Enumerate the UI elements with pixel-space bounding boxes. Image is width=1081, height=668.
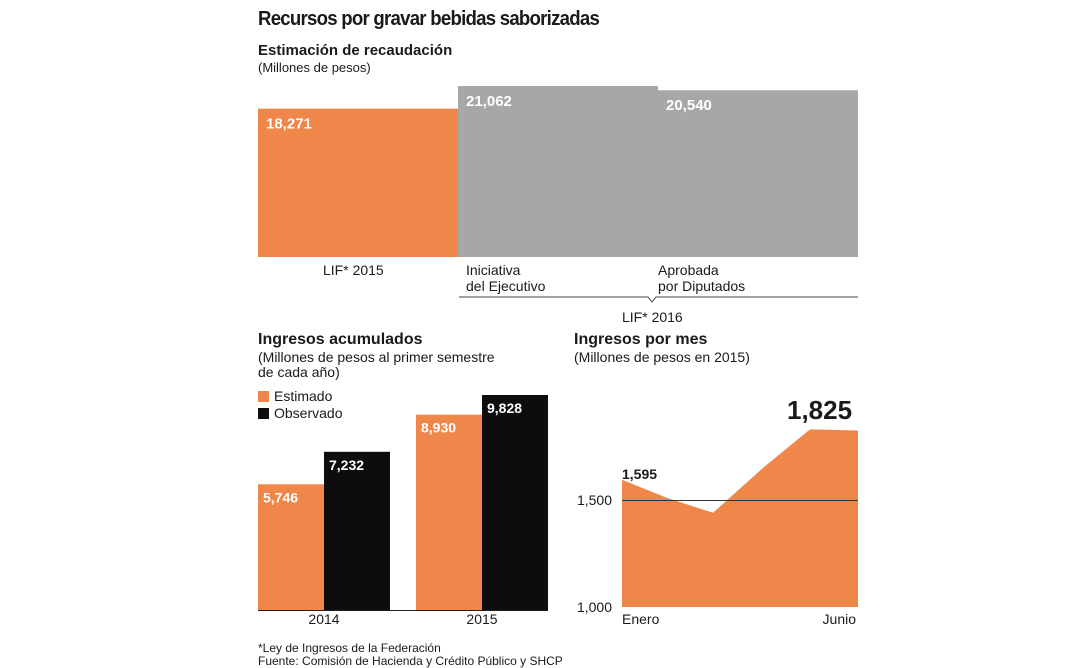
- category-label-3-line-1: Aprobada: [658, 262, 719, 278]
- bar-estimado-2015: [416, 414, 482, 610]
- bar-estimacion-2: [458, 86, 658, 257]
- legend-label-observado: Observado: [274, 405, 343, 421]
- panel3-title: Ingresos por mes: [574, 331, 708, 348]
- bar-estimacion-3: [658, 90, 858, 257]
- value-label-observado-2014: 7,232: [329, 457, 364, 473]
- value-label-observado-2015: 9,828: [487, 400, 522, 416]
- bar-observado-2015: [482, 395, 548, 610]
- category-label-2015: 2015: [466, 611, 497, 627]
- area-ingresos-mes: [622, 429, 858, 607]
- value-label-estimacion-2: 21,062: [466, 93, 512, 110]
- panel1-title: Estimación de recaudación: [258, 42, 453, 59]
- group-label-lif-2016: LIF* 2016: [622, 309, 683, 325]
- source: Fuente: Comisión de Hacienda y Crédito P…: [258, 654, 563, 668]
- ytick-label-1000: 1,000: [577, 599, 612, 615]
- category-label-2014: 2014: [308, 611, 339, 627]
- xtick-label-enero: Enero: [622, 611, 660, 627]
- panel3-subtitle: (Millones de pesos en 2015): [574, 349, 750, 365]
- footnote: *Ley de Ingresos de la Federación: [258, 641, 441, 655]
- ytick-label-1500: 1,500: [577, 492, 612, 508]
- annotation-junio: 1,825: [787, 395, 852, 425]
- panel1-subtitle: (Millones de pesos): [258, 60, 371, 75]
- legend-label-estimado: Estimado: [274, 388, 333, 404]
- chart-title: Recursos por gravar bebidas saborizadas: [258, 8, 600, 30]
- category-label-2-line-2: del Ejecutivo: [466, 278, 546, 294]
- category-label-1-line-1: LIF* 2015: [323, 262, 384, 278]
- value-label-estimacion-3: 20,540: [666, 97, 712, 114]
- bar-observado-2014: [324, 451, 390, 610]
- category-label-2-line-1: Iniciativa: [466, 262, 521, 278]
- legend-swatch-observado: [258, 408, 269, 419]
- value-label-estimado-2014: 5,746: [263, 489, 298, 505]
- value-label-estimado-2015: 8,930: [421, 420, 456, 436]
- panel2-subtitle-line2: de cada año): [258, 364, 340, 380]
- xtick-label-junio: Junio: [823, 611, 857, 627]
- bar-estimado-2014: [258, 484, 324, 610]
- value-label-estimacion-1: 18,271: [266, 116, 312, 133]
- panel2-subtitle-line1: (Millones de pesos al primer semestre: [258, 349, 495, 365]
- annotation-enero: 1,595: [622, 466, 657, 482]
- bar-estimacion-1: [258, 108, 458, 257]
- group-bracket: [459, 296, 858, 303]
- category-label-3-line-2: por Diputados: [658, 278, 745, 294]
- panel2-title: Ingresos acumulados: [258, 331, 423, 348]
- legend-swatch-estimado: [258, 391, 269, 402]
